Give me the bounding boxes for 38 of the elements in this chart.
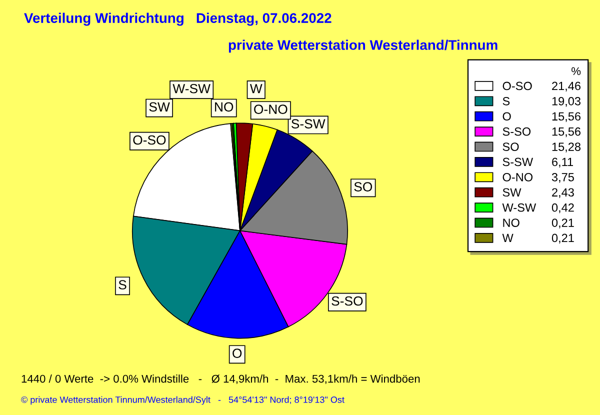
legend-label: W-SW <box>502 203 536 212</box>
category-label: W-SW <box>172 84 210 94</box>
slice-label: O-NO <box>254 104 288 114</box>
legend-label: NO <box>503 218 520 227</box>
chart-title: Verteilung Windrichtung Dienstag, 07.06.2022 <box>24 12 332 26</box>
data-label: 21,46 <box>552 82 580 92</box>
legend-label: O-SO <box>502 82 532 90</box>
legend-label: S <box>502 97 510 106</box>
chart-subtitle: private Wetterstation Westerland/Tinnum <box>228 40 498 53</box>
legend-label: S-SW <box>502 158 534 166</box>
slice-label: NO <box>215 102 234 112</box>
text: © private Wetterstation Tinnum/Westerland/Sylt - 54°54'13" Nord; 8°19'13" Ost <box>21 396 344 405</box>
category-label: W <box>250 84 262 94</box>
data-label: 6,11 <box>552 158 574 168</box>
data-label: 15,56 <box>552 127 580 138</box>
data-label: 0,42 <box>552 203 574 214</box>
legend-label: SO <box>502 142 519 151</box>
data-label: 3,75 <box>552 173 574 183</box>
slice-label: S-SO <box>332 296 363 306</box>
slice-label: S <box>118 280 126 290</box>
data-label: 15,28 <box>552 142 581 152</box>
legend-label: O-NO <box>502 173 532 182</box>
slice-label: S-SW <box>291 119 326 128</box>
text: 1440 / 0 Werte -> 0.0% Windstille - Ø 14,9km/h - Max. 53,1km/h = Windböen <box>22 374 420 384</box>
legend-label: S-SO <box>502 127 531 136</box>
slice-label: O-SO <box>133 135 166 145</box>
slice-label: O <box>232 348 242 358</box>
category-label: SW <box>149 102 170 112</box>
data-label: 0,21 <box>552 218 574 228</box>
data-label: 15,56 <box>552 112 580 122</box>
legend-label: W <box>502 234 514 242</box>
legend-label: SW <box>502 188 522 197</box>
data-label: 19,03 <box>552 97 580 107</box>
legend-title: % <box>572 67 581 76</box>
legend-label: O <box>502 112 511 121</box>
data-label: 0,21 <box>552 234 574 244</box>
slice-label: SO <box>354 182 372 192</box>
data-label: 2,43 <box>552 188 574 198</box>
